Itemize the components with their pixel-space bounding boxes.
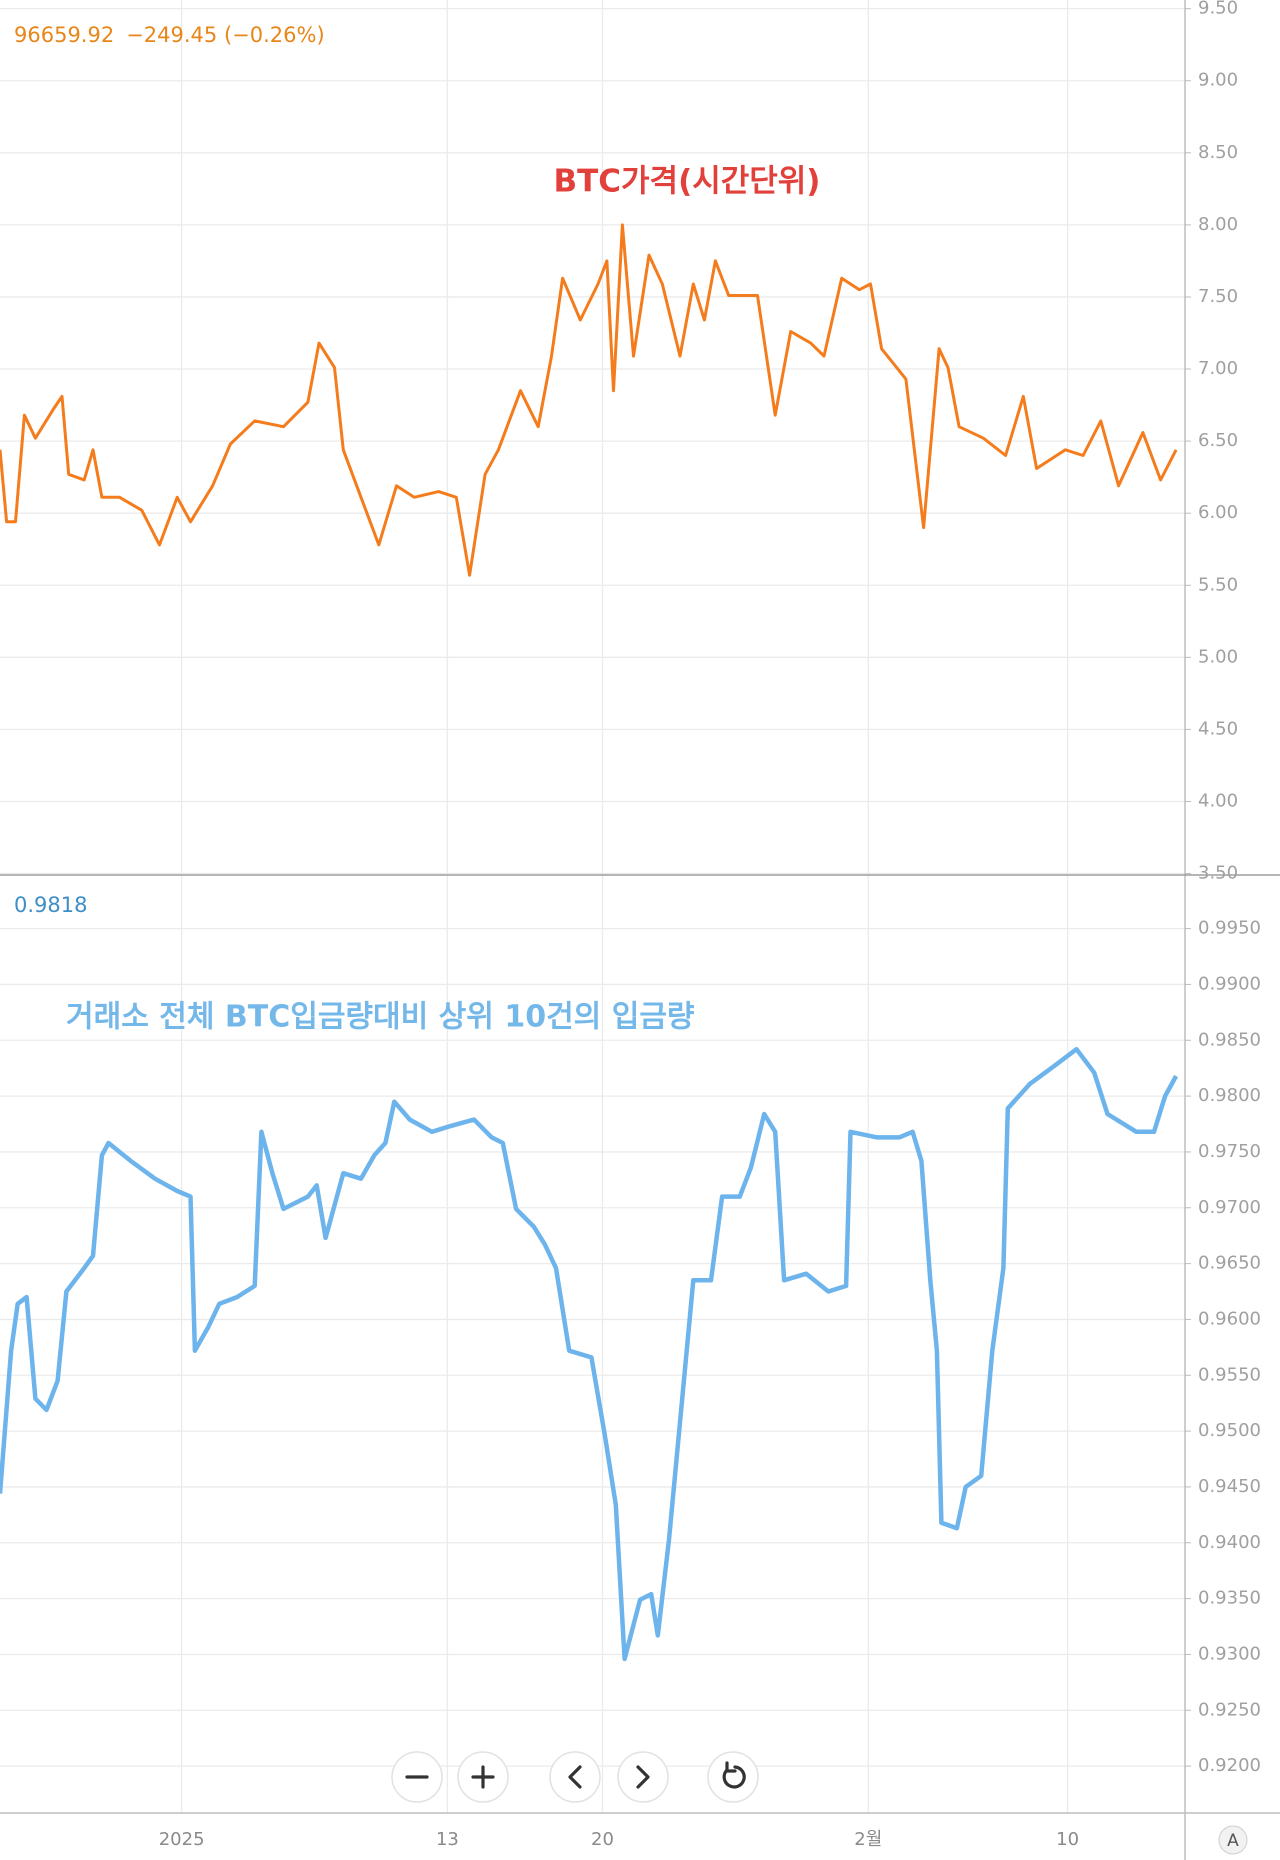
annotation: 거래소 전체 BTC입금량대비 상위 10건의 입금량: [66, 1000, 695, 1035]
data-line: [0, 1046, 1179, 1662]
y-tick-label: 0.9450: [1198, 1476, 1261, 1497]
y-tick-label: 7.50: [1198, 286, 1238, 307]
y-tick-label: 0.9900: [1198, 973, 1261, 994]
zoom-in-button[interactable]: [457, 1751, 509, 1803]
x-tick-label: 2025: [159, 1829, 205, 1850]
legend-value: 96659.92: [14, 23, 114, 47]
y-tick-label: 0.9850: [1198, 1029, 1261, 1050]
x-tick-label: 10: [1056, 1829, 1079, 1850]
annotation: BTC가격(시간단위): [554, 164, 821, 200]
y-tick-label: 0.9750: [1198, 1141, 1261, 1162]
zoom-out-button[interactable]: [391, 1751, 443, 1803]
y-tick-label: 0.9700: [1198, 1197, 1261, 1218]
y-tick-label: 0.9350: [1198, 1588, 1261, 1609]
scroll-left-button[interactable]: [549, 1751, 601, 1803]
x-tick-label: 20: [591, 1829, 614, 1850]
y-tick-label: 0.9600: [1198, 1308, 1261, 1329]
button-label: A: [1227, 1831, 1239, 1851]
y-tick-label: 7.00: [1198, 358, 1238, 379]
y-tick-label: 3.50: [1198, 863, 1238, 884]
button-circle: [1218, 1825, 1248, 1855]
legend-change: −249.45 (−0.26%): [126, 23, 324, 47]
legend-value: 0.9818: [14, 893, 87, 917]
ticks: 3.50 4.00 4.50 5.00 5.50 6.00 6.50 7.00 7.50 8.00…: [159, 0, 1261, 1850]
y-tick-label: 0.9550: [1198, 1364, 1261, 1385]
y-tick-label: 0.9950: [1198, 918, 1261, 939]
y-tick-label: 0.9800: [1198, 1085, 1261, 1106]
lines: [0, 223, 1179, 1662]
legend: 96659.92 −249.45 (−0.26%): [14, 23, 325, 47]
reset-button[interactable]: [707, 1751, 759, 1803]
y-tick-label: 8.50: [1198, 142, 1238, 163]
scale-mode-button[interactable]: A: [1218, 1825, 1248, 1855]
y-tick-label: 0.9200: [1198, 1755, 1261, 1776]
y-tick-label: 0.9300: [1198, 1643, 1261, 1664]
data-line: [0, 223, 1178, 577]
x-tick-label: 2월: [854, 1829, 882, 1850]
y-tick-label: 6.50: [1198, 430, 1238, 451]
y-tick-label: 0.9650: [1198, 1253, 1261, 1274]
y-tick-label: 4.50: [1198, 718, 1238, 739]
grid: [0, 0, 1185, 1813]
scroll-right-button[interactable]: [617, 1751, 669, 1803]
y-tick-label: 9.00: [1198, 70, 1238, 91]
y-tick-label: 0.9400: [1198, 1532, 1261, 1553]
y-tick-label: 0.9250: [1198, 1699, 1261, 1720]
y-tick-label: 4.00: [1198, 790, 1238, 811]
y-tick-label: 0.9500: [1198, 1420, 1261, 1441]
y-tick-label: 9.50: [1198, 0, 1238, 19]
y-tick-label: 5.00: [1198, 646, 1238, 667]
x-tick-label: 13: [436, 1829, 459, 1850]
y-tick-label: 6.00: [1198, 502, 1238, 523]
y-tick-label: 8.00: [1198, 214, 1238, 235]
y-tick-label: 5.50: [1198, 574, 1238, 595]
